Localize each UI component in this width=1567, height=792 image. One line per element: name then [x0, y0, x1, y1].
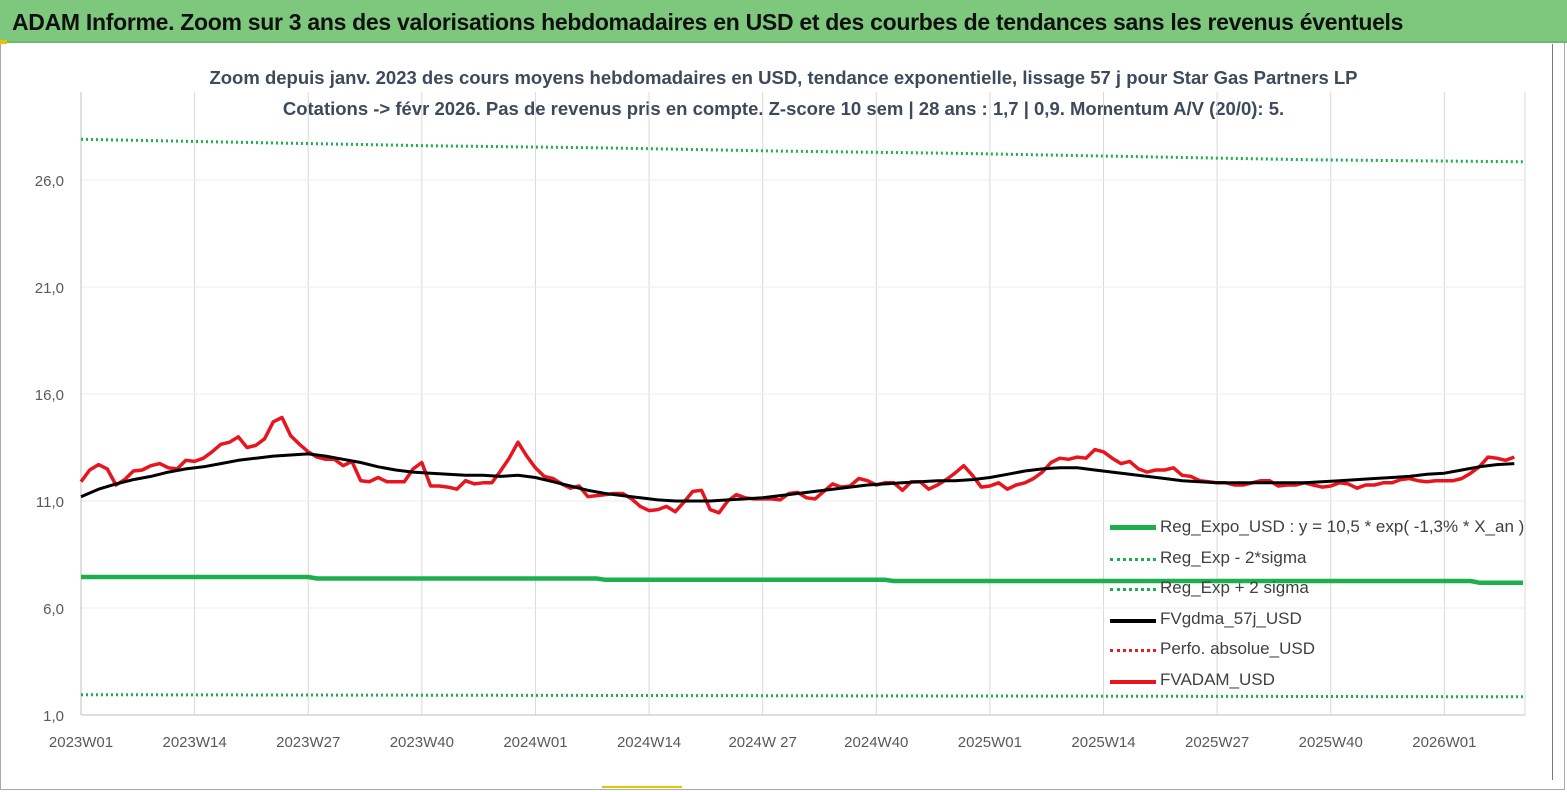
legend-swatch — [1110, 557, 1156, 561]
x-tick-label: 2024W40 — [844, 734, 908, 751]
banner-title: ADAM Informe. Zoom sur 3 ans des valoris… — [12, 9, 1404, 35]
legend-swatch — [1110, 679, 1156, 684]
x-tick-label: 2024W01 — [503, 734, 567, 751]
x-tick-label: 2025W27 — [1185, 734, 1249, 751]
legend-item-perfo: Perfo. absolue_USD — [1108, 636, 1528, 667]
series-line-fvgdma — [80, 452, 1515, 503]
y-tick-label: 1,0 — [43, 708, 64, 725]
series-line-band-high — [80, 137, 1524, 164]
chart-title-line2: Cotations -> févr 2026. Pas de revenus p… — [282, 98, 1285, 119]
x-tick-label: 2026W01 — [1412, 734, 1476, 751]
right-border — [1552, 44, 1553, 780]
series-line-fvadam — [79, 415, 1515, 515]
legend-label: Perfo. absolue_USD — [1160, 639, 1315, 658]
legend-label: FVADAM_USD — [1160, 669, 1275, 689]
bottom-accent — [602, 786, 682, 788]
y-tick-label: 26,0 — [35, 173, 64, 190]
y-tick-label: 16,0 — [35, 387, 64, 404]
chart-legend: Reg_Expo_USD : y = 10,5 * exp( -1,3% * X… — [1108, 514, 1528, 697]
legend-swatch — [1110, 525, 1156, 530]
y-tick-label: 11,0 — [36, 494, 64, 511]
x-tick-label: 2025W14 — [1071, 734, 1135, 751]
x-tick-label: 2023W27 — [276, 734, 340, 751]
legend-swatch — [1110, 649, 1156, 652]
x-tick-label: 2024W 27 — [728, 734, 796, 751]
legend-label: FVgdma_57j_USD — [1160, 608, 1302, 628]
legend-item-reg-expo: Reg_Expo_USD : y = 10,5 * exp( -1,3% * X… — [1108, 514, 1528, 545]
x-tick-label: 2025W40 — [1299, 734, 1363, 751]
legend-swatch — [1110, 618, 1156, 623]
x-tick-label: 2023W01 — [49, 734, 113, 751]
report-banner: ADAM Informe. Zoom sur 3 ans des valoris… — [0, 0, 1567, 43]
y-tick-label: 21,0 — [35, 280, 64, 297]
corner-accent — [0, 40, 7, 44]
x-tick-label: 2024W14 — [617, 734, 681, 751]
series-line-band-low — [80, 693, 1524, 699]
grid-lines — [80, 92, 1526, 716]
legend-swatch — [1110, 588, 1156, 591]
legend-item-band-low: Reg_Exp - 2*sigma — [1108, 545, 1528, 576]
x-tick-label: 2025W01 — [958, 734, 1022, 751]
legend-item-fvgdma: FVgdma_57j_USD — [1108, 606, 1528, 637]
legend-label: Reg_Exp - 2*sigma — [1160, 547, 1307, 567]
legend-item-fvadam: FVADAM_USD — [1108, 667, 1528, 698]
y-tick-label: 6,0 — [43, 601, 64, 618]
legend-label: Reg_Expo_USD : y = 10,5 * exp( -1,3% * X… — [1160, 517, 1525, 536]
x-tick-label: 2023W40 — [390, 734, 454, 751]
x-tick-label: 2023W14 — [163, 734, 227, 751]
legend-label: Reg_Exp + 2 sigma — [1160, 578, 1309, 597]
series-line-reg-expo — [81, 574, 1523, 585]
chart-title-line1: Zoom depuis janv. 2023 des cours moyens … — [209, 67, 1358, 88]
legend-item-band-high: Reg_Exp + 2 sigma — [1108, 575, 1528, 606]
